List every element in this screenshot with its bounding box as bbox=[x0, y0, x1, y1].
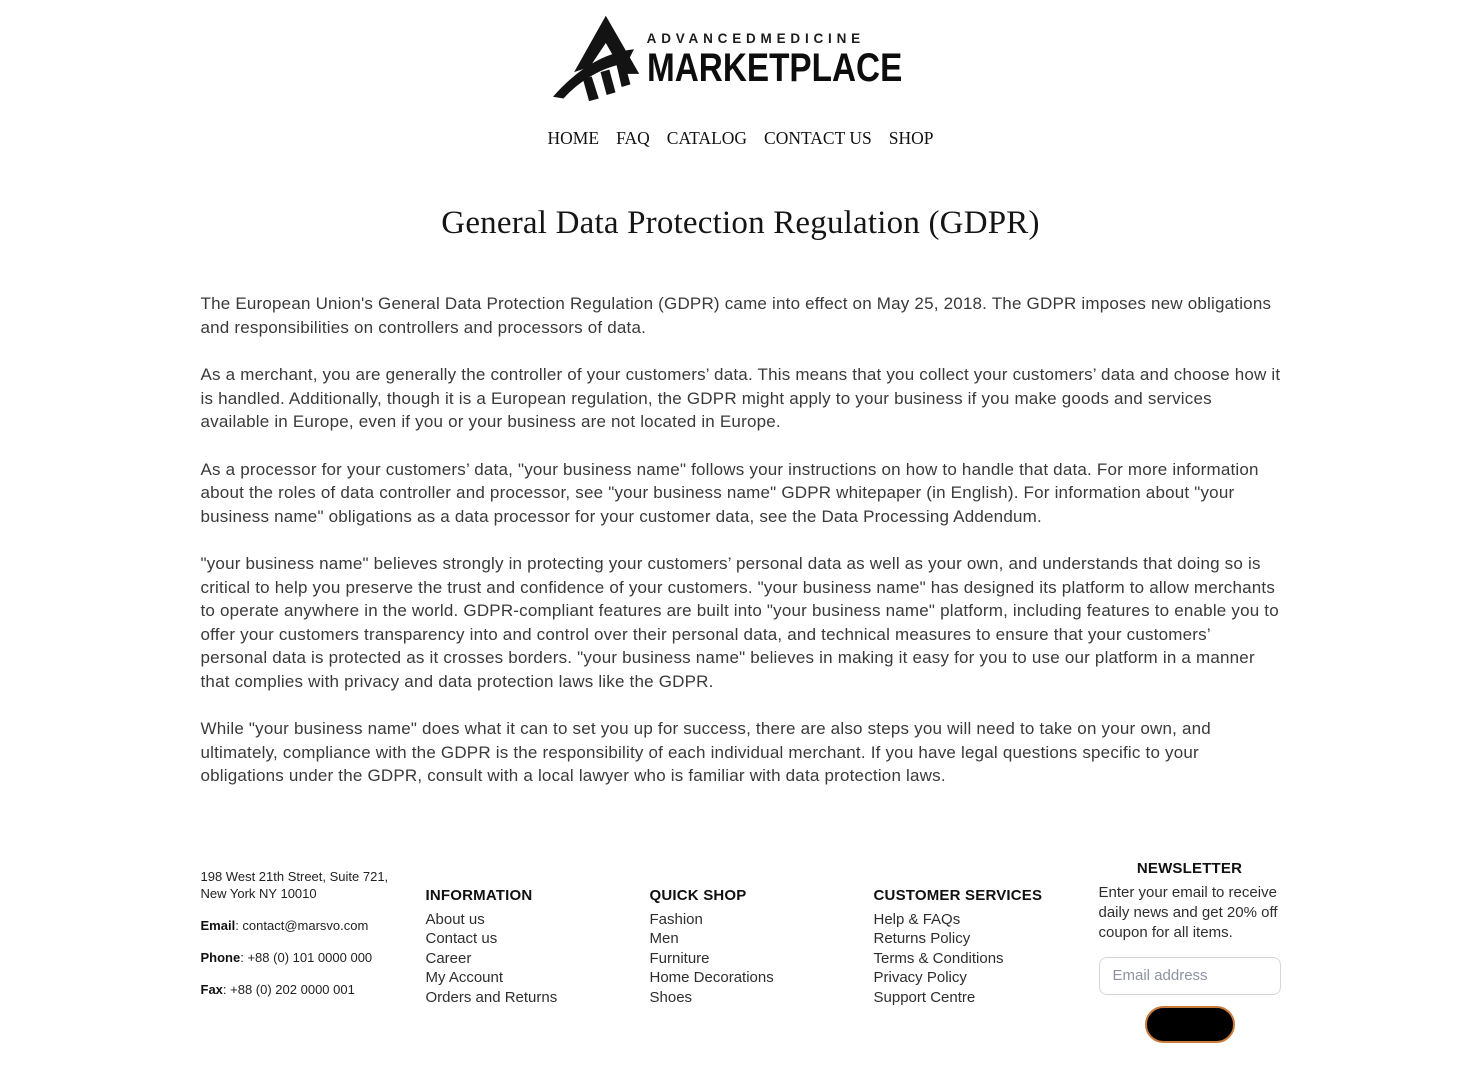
newsletter-email-input[interactable] bbox=[1098, 956, 1281, 995]
nav-item-contact-us[interactable]: CONTACT US bbox=[764, 128, 872, 148]
nav-item-shop[interactable]: SHOP bbox=[888, 128, 934, 148]
footer-link-career[interactable]: Career bbox=[425, 949, 472, 967]
footer-link-contact-us[interactable]: Contact us bbox=[425, 930, 498, 947]
contact-phone: Phone: +88 (0) 101 0000 000 bbox=[201, 950, 426, 965]
mountain-a-logo-icon bbox=[552, 15, 639, 102]
paragraph-merchant-responsibility: While "your business name" does what it … bbox=[200, 719, 1211, 785]
separator: : bbox=[240, 949, 248, 965]
footer-link-help-faqs[interactable]: Help & FAQs bbox=[873, 910, 961, 928]
page-title: General Data Protection Regulation (GDPR… bbox=[441, 205, 1040, 241]
logo-text: ADVANCEDMEDICINE MARKETPLACE bbox=[646, 30, 931, 90]
footer-link-about-us[interactable]: About us bbox=[425, 910, 485, 928]
address-line-2: New York NY 10010 bbox=[200, 885, 317, 901]
footer-link-fashion[interactable]: Fashion bbox=[649, 910, 703, 928]
footer-link-my-account[interactable]: My Account bbox=[425, 969, 504, 986]
footer-link-privacy-policy[interactable]: Privacy Policy bbox=[873, 969, 967, 986]
contact-fax: Fax: +88 (0) 202 0000 001 bbox=[201, 982, 426, 997]
contact-email: Email: contact@marsvo.com bbox=[201, 918, 426, 933]
footer-link-shoes[interactable]: Shoes bbox=[649, 988, 693, 1006]
address-line-1: 198 West 21th Street, Suite 721, bbox=[200, 868, 389, 884]
phone-label: Phone bbox=[200, 949, 241, 965]
footer-column-customer-services: CUSTOMER SERVICES Help & FAQs Returns Po… bbox=[874, 887, 1099, 1043]
paragraph-intro: The European Union's General Data Protec… bbox=[200, 294, 1272, 337]
footer-link-orders-and-returns[interactable]: Orders and Returns bbox=[425, 988, 558, 1006]
nav-item-home[interactable]: HOME bbox=[547, 128, 600, 148]
paragraph-platform-protection: "your business name" believes strongly i… bbox=[200, 554, 1279, 691]
footer-newsletter: NEWSLETTER Enter your email to receive d… bbox=[1098, 859, 1281, 1043]
nav-item-catalog[interactable]: CATALOG bbox=[666, 128, 748, 148]
footer-link-home-decorations[interactable]: Home Decorations bbox=[649, 969, 774, 986]
main-nav: HOME FAQ CATALOG CONTACT US SHOP bbox=[0, 128, 1481, 149]
separator: : bbox=[235, 917, 243, 933]
paragraph-merchant-controller: As a merchant, you are generally the con… bbox=[200, 365, 1281, 431]
site-footer: 198 West 21th Street, Suite 721, New Yor… bbox=[201, 860, 1281, 1077]
footer-link-furniture[interactable]: Furniture bbox=[649, 949, 710, 967]
brand-name-bottom: MARKETPLACE bbox=[646, 44, 902, 90]
brand-name-top: ADVANCEDMEDICINE bbox=[646, 30, 865, 46]
newsletter-heading: NEWSLETTER bbox=[1136, 859, 1243, 877]
separator: : bbox=[222, 981, 231, 997]
email-label: Email bbox=[200, 917, 236, 933]
footer-heading-customer-services: CUSTOMER SERVICES bbox=[873, 886, 1043, 904]
fax-value: +88 (0) 202 0000 001 bbox=[230, 981, 355, 997]
phone-value: +88 (0) 101 0000 000 bbox=[247, 949, 373, 965]
address: 198 West 21th Street, Suite 721, New Yor… bbox=[201, 868, 426, 902]
newsletter-subscribe-button[interactable] bbox=[1144, 1005, 1235, 1043]
site-header: ADVANCEDMEDICINE MARKETPLACE HOME FAQ CA… bbox=[0, 0, 1481, 149]
logo[interactable]: ADVANCEDMEDICINE MARKETPLACE bbox=[0, 14, 1481, 102]
footer-heading-quick-shop: QUICK SHOP bbox=[649, 886, 747, 904]
footer-link-men[interactable]: Men bbox=[649, 930, 679, 947]
page-content: The European Union's General Data Protec… bbox=[201, 292, 1281, 788]
footer-link-support-centre[interactable]: Support Centre bbox=[873, 988, 976, 1006]
footer-column-quick-shop: QUICK SHOP Fashion Men Furniture Home De… bbox=[650, 887, 874, 1043]
fax-label: Fax bbox=[200, 981, 223, 997]
footer-contact-info: 198 West 21th Street, Suite 721, New Yor… bbox=[201, 868, 426, 1043]
paragraph-processor: As a processor for your customers’ data,… bbox=[200, 459, 1259, 526]
footer-heading-information: INFORMATION bbox=[425, 886, 533, 904]
footer-link-terms-conditions[interactable]: Terms & Conditions bbox=[873, 949, 1004, 967]
email-value: contact@marsvo.com bbox=[242, 917, 369, 933]
footer-link-returns-policy[interactable]: Returns Policy bbox=[873, 930, 971, 947]
newsletter-description: Enter your email to receive daily news a… bbox=[1098, 883, 1278, 941]
nav-item-faq[interactable]: FAQ bbox=[616, 128, 650, 148]
footer-column-information: INFORMATION About us Contact us Career M… bbox=[426, 887, 650, 1043]
